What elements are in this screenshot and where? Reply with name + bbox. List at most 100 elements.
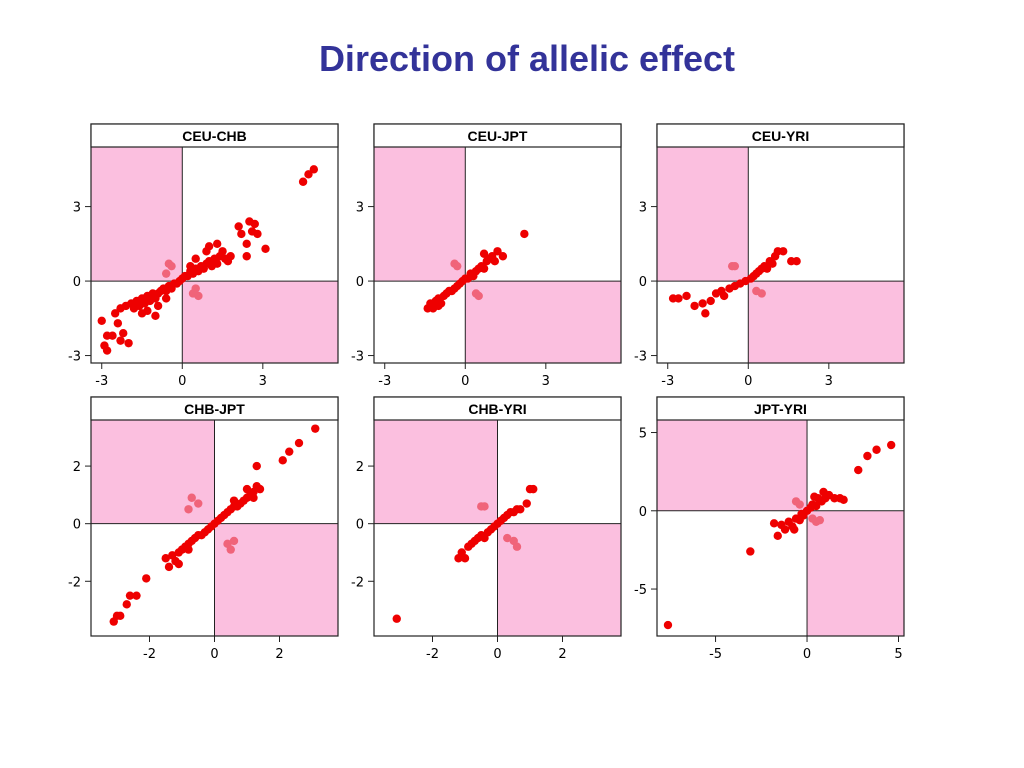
data-point: [769, 519, 779, 528]
y-tick-label: 0: [73, 518, 81, 533]
data-point: [522, 499, 531, 508]
data-point: [234, 222, 243, 231]
x-tick-label: -3: [95, 374, 108, 389]
quadrant-top-left: [374, 420, 498, 524]
data-point: [110, 309, 120, 318]
panel-ceu-yri: CEU-YRI -3 0 3 -3 0 3: [634, 123, 905, 389]
x-tick-label: -3: [661, 374, 674, 389]
data-point: [226, 252, 235, 261]
data-point: [255, 484, 265, 494]
data-point: [690, 301, 699, 311]
y-tick-label: -2: [351, 575, 364, 590]
data-point: [516, 505, 525, 514]
data-point: [719, 291, 729, 301]
data-point: [191, 254, 200, 263]
data-point-discordant: [226, 545, 235, 554]
data-point: [108, 331, 117, 340]
data-point: [309, 165, 319, 174]
x-tick-label: 0: [744, 374, 752, 389]
data-point: [682, 291, 691, 301]
x-tick-label: 5: [894, 647, 902, 662]
data-point: [778, 247, 788, 256]
data-point-discordant: [730, 261, 740, 271]
y-tick-label: 2: [356, 460, 364, 475]
slide-title: Direction of allelic effect: [318, 38, 736, 79]
data-point: [252, 461, 261, 471]
data-point-discordant: [229, 536, 239, 546]
data-point: [811, 501, 821, 511]
data-point-discordant: [474, 291, 483, 301]
data-point: [311, 424, 320, 433]
x-tick-label: -3: [378, 374, 391, 389]
data-point: [242, 239, 251, 249]
y-tick-label: -3: [634, 350, 647, 365]
data-point: [529, 484, 538, 494]
data-point-discordant: [184, 505, 193, 514]
data-point: [132, 591, 141, 600]
data-point-discordant: [815, 515, 825, 525]
quadrant-top-left: [657, 420, 808, 511]
quadrant-top-left: [374, 147, 466, 282]
data-point: [164, 562, 174, 572]
x-tick-label: 0: [493, 647, 501, 662]
data-point: [294, 438, 304, 448]
data-point: [102, 346, 112, 355]
data-point: [762, 264, 772, 273]
data-point: [886, 440, 896, 450]
panel-title: CHB-JPT: [184, 401, 245, 417]
data-point: [119, 329, 128, 338]
y-tick-label: 3: [356, 201, 364, 216]
data-point: [153, 301, 163, 311]
quadrant-bottom-right: [182, 281, 338, 363]
data-point: [242, 484, 252, 494]
data-point: [261, 244, 270, 253]
panel-strip: [656, 396, 905, 421]
data-point: [520, 229, 529, 239]
data-point: [810, 492, 819, 501]
panel-chb-jpt: CHB-JPT -2 0 2 -2 0 2: [68, 396, 339, 662]
data-point: [493, 247, 502, 256]
data-point: [278, 456, 287, 465]
data-point: [212, 239, 222, 249]
panel-strip: [90, 123, 339, 148]
data-point-discordant: [167, 261, 176, 271]
y-tick-label: 0: [356, 518, 364, 533]
panel-strip: [90, 396, 339, 421]
data-point: [674, 294, 683, 303]
panel-title: CEU-JPT: [468, 128, 528, 144]
x-tick-label: 0: [178, 374, 186, 389]
y-tick-label: 2: [73, 460, 81, 475]
data-point: [285, 447, 294, 456]
data-point: [124, 338, 133, 348]
data-point: [184, 545, 193, 554]
quadrant-bottom-right: [807, 510, 904, 636]
quadrant-bottom-right: [748, 281, 904, 363]
data-point: [142, 574, 151, 583]
data-point: [790, 525, 799, 534]
x-tick-label: 3: [825, 374, 833, 389]
data-point: [698, 299, 707, 308]
data-point: [250, 219, 259, 229]
y-tick-label: 3: [73, 201, 81, 216]
panel-title: CEU-YRI: [752, 128, 810, 144]
data-point: [498, 252, 508, 261]
data-point: [792, 257, 801, 266]
data-point: [298, 177, 308, 186]
panel-title: CEU-CHB: [182, 128, 247, 144]
x-tick-label: 3: [542, 374, 550, 389]
panel-title: JPT-YRI: [754, 401, 807, 417]
data-point: [237, 229, 246, 239]
y-tick-label: 0: [73, 275, 81, 290]
data-point: [253, 229, 262, 239]
y-tick-label: 0: [356, 275, 364, 290]
data-point-discordant: [161, 269, 171, 278]
y-tick-label: -5: [634, 583, 647, 598]
data-point: [113, 319, 123, 328]
y-tick-label: 5: [639, 427, 647, 442]
data-point: [161, 294, 171, 303]
data-point-discordant: [480, 502, 489, 511]
data-point: [137, 309, 147, 318]
x-tick-label: 2: [558, 647, 566, 662]
data-point: [116, 336, 125, 345]
